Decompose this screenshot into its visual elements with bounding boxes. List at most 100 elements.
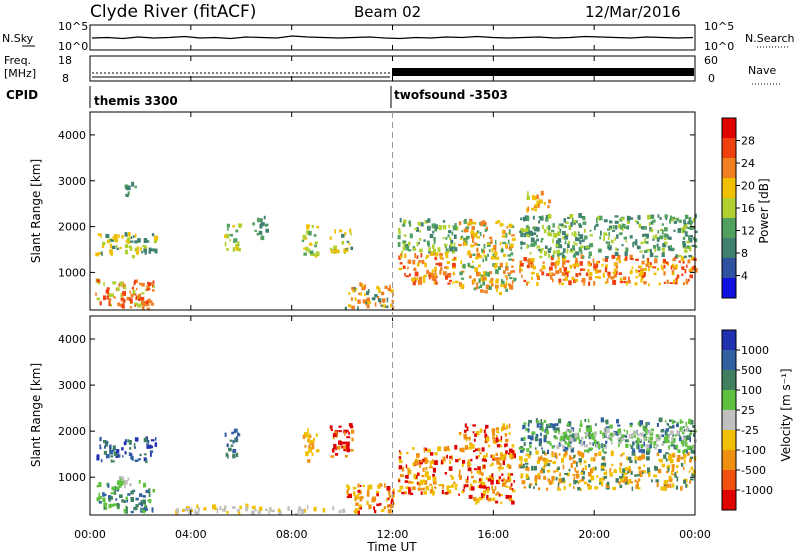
velocity-cell [434,460,438,465]
velocity-cell [690,447,693,450]
velocity-cell [401,491,405,495]
power-cell [433,281,436,285]
power-cell [687,226,690,230]
power-cell [135,297,138,300]
power-cell [654,255,659,258]
x-tick-label: 00:00 [74,528,106,541]
power-cell [154,235,158,241]
velocity-cell [627,471,629,474]
power-cell [629,254,633,260]
velocity-cell [630,470,633,475]
power-cell [652,245,657,249]
power-cell [589,229,592,232]
power-cell [303,247,306,250]
velocity-cell [312,437,315,442]
velocity-cell [489,464,492,467]
power-cell [389,289,394,293]
velocity-cell [103,493,107,497]
velocity-cell [447,445,450,450]
power-cell [540,238,544,241]
velocity-cell [145,489,149,494]
power-cell [672,272,675,276]
velocity-cell [564,472,569,475]
velocity-colorbar-tick-label: 25 [741,404,755,417]
power-cell [489,280,493,284]
power-cell [527,244,530,248]
power-cell [612,225,615,230]
power-cell [427,243,430,246]
power-cell [531,257,535,263]
velocity-cell [184,507,189,512]
velocity-cell [523,486,527,489]
power-cell [507,273,511,277]
power-cell [398,267,403,270]
velocity-cell [680,421,684,424]
velocity-cell [523,442,526,447]
velocity-cell [397,489,402,493]
power-cell [562,231,566,236]
velocity-cell [307,459,311,463]
velocity-cell [141,508,144,512]
velocity-cell [506,463,510,468]
velocity-cell [434,452,438,456]
velocity-cell [548,460,552,463]
noise-right-tick-top: 10^5 [704,20,734,33]
velocity-cell [573,438,576,442]
velocity-cell [463,429,467,433]
velocity-cell [568,422,572,427]
velocity-cell [496,491,500,496]
velocity-cell [638,471,642,475]
power-cell [145,300,149,304]
power-cell [565,221,569,224]
velocity-cell [125,510,128,514]
velocity-cell [386,497,390,501]
velocity-cell [596,475,599,478]
velocity-cell [498,478,500,483]
power-cell [558,244,563,249]
power-cell [608,241,610,247]
power-cell [428,249,431,254]
power-cell [641,273,645,278]
power-cell [121,235,124,239]
power-cell [233,238,238,243]
power-cell [329,247,333,251]
velocity-cell [483,485,486,489]
velocity-cell [534,447,537,450]
power-cell [538,203,540,209]
velocity-cell [534,436,538,442]
power-cell [374,302,377,307]
velocity-cell [115,503,118,507]
velocity-cell [422,458,425,463]
power-cell [337,249,340,253]
power-cell [412,281,416,286]
velocity-cell [565,447,569,451]
velocity-cell [470,458,473,462]
power-cell [641,260,645,265]
velocity-cell [612,486,617,491]
power-cell [407,259,412,264]
power-cell [459,271,463,276]
power-cell [631,266,634,269]
power-cell [311,253,316,256]
velocity-cell [386,486,391,491]
power-colorbar-label: Power [dB] [757,178,771,243]
power-cell [448,230,452,234]
power-cell [557,231,561,236]
velocity-cell [688,421,690,424]
velocity-cell [118,454,121,458]
power-cell [607,228,611,231]
velocity-cell [503,427,507,430]
velocity-cell [629,460,633,463]
power-cell [130,298,133,304]
velocity-cell [107,483,110,488]
power-cell [403,219,407,224]
velocity-cell [595,443,598,447]
velocity-cell [346,448,351,453]
velocity-cell [417,481,419,485]
power-cell [683,255,687,259]
velocity-cell [398,456,402,461]
power-cell [129,290,131,294]
power-cell [536,275,540,280]
velocity-cell [617,429,621,433]
power-cell [445,248,449,252]
